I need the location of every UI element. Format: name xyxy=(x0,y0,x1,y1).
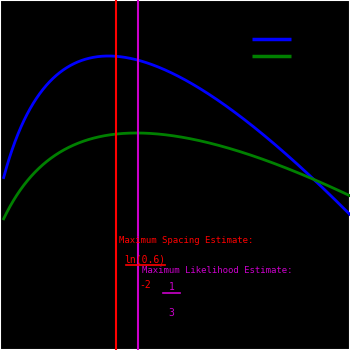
Text: 1: 1 xyxy=(169,282,174,292)
Text: 3: 3 xyxy=(169,308,174,318)
Text: ln(0.6): ln(0.6) xyxy=(125,254,166,264)
Text: -2: -2 xyxy=(139,280,151,290)
Text: Maximum Likelihood Estimate:: Maximum Likelihood Estimate: xyxy=(142,266,292,275)
Text: Maximum Spacing Estimate:: Maximum Spacing Estimate: xyxy=(119,236,253,245)
